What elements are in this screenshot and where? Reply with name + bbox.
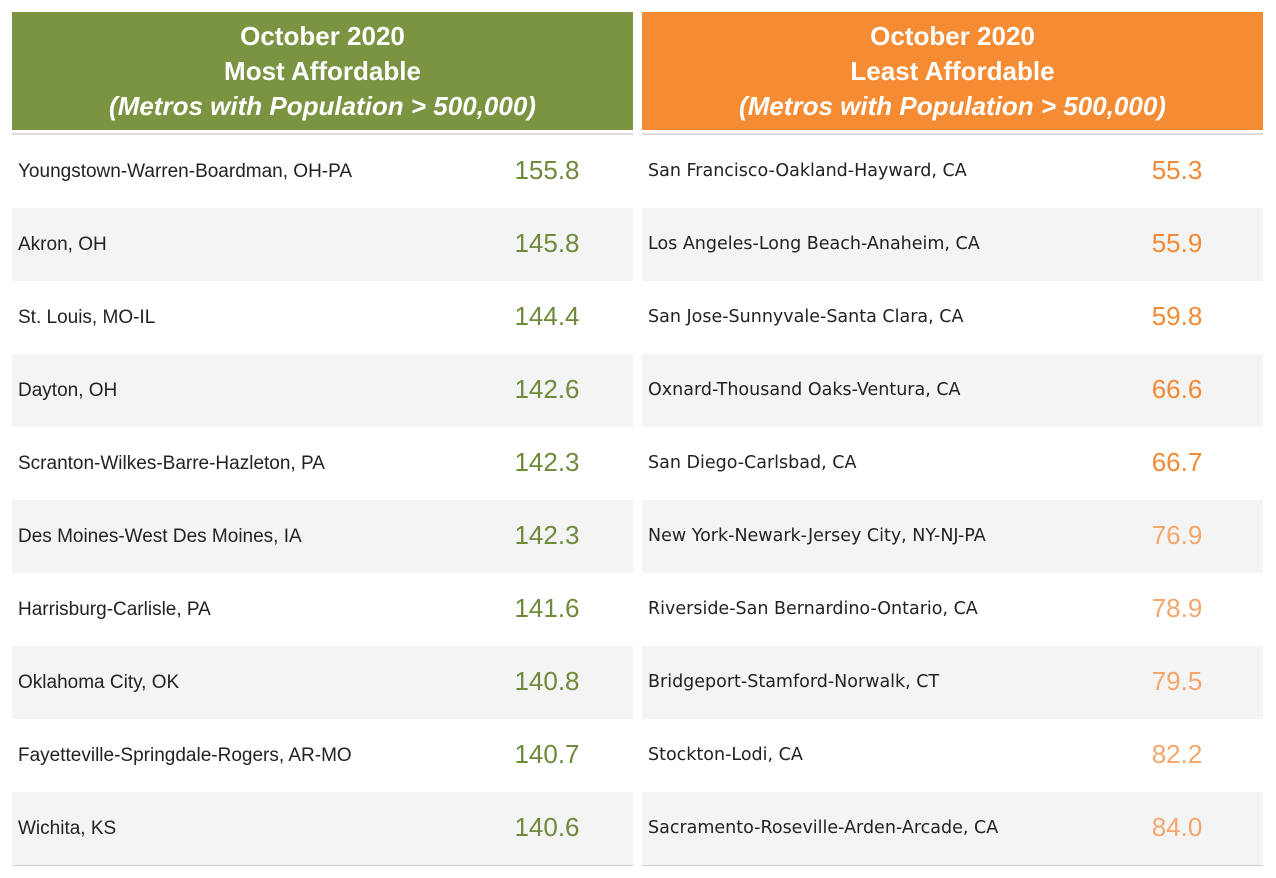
affordability-index: 79.5 — [1151, 666, 1203, 696]
table-row: Akron, OH 145.8 — [12, 208, 633, 281]
affordability-index: 55.9 — [1151, 228, 1203, 258]
metro-name: Stockton-Lodi, CA — [648, 745, 803, 765]
table-row: Wichita, KS 140.6 — [12, 792, 633, 865]
affordability-index: 142.3 — [514, 520, 580, 550]
table-body: Youngstown-Warren-Boardman, OH-PA 155.8 Ak… — [12, 135, 633, 866]
metro-name: Dayton, OH — [18, 380, 118, 401]
metro-name: Wichita, KS — [18, 818, 117, 839]
header-line: Most Affordable — [224, 55, 421, 86]
table-header: October 2020 Most Affordable (Metros wit… — [12, 12, 633, 133]
table-row: San Jose-Sunnyvale-Santa Clara, CA 59.8 — [642, 281, 1263, 354]
affordability-index: 145.8 — [514, 228, 580, 258]
metro-name: New York-Newark-Jersey City, NY-NJ-PA — [648, 526, 986, 546]
table-header: October 2020 Least Affordable (Metros wi… — [642, 12, 1263, 133]
metro-name: Scranton-Wilkes-Barre-Hazleton, PA — [18, 453, 325, 474]
table-row: St. Louis, MO-IL 144.4 — [12, 281, 633, 354]
metro-name: Harrisburg-Carlisle, PA — [18, 599, 211, 620]
table-row: Youngstown-Warren-Boardman, OH-PA 155.8 — [12, 135, 633, 208]
affordability-index: 155.8 — [514, 155, 580, 185]
affordability-index: 59.8 — [1151, 301, 1203, 331]
affordability-index: 82.2 — [1151, 739, 1203, 769]
table-row: Fayetteville-Springdale-Rogers, AR-MO 140… — [12, 719, 633, 792]
least-affordable-table: October 2020 Least Affordable (Metros wi… — [642, 12, 1263, 866]
table-row: Des Moines-West Des Moines, IA 142.3 — [12, 500, 633, 573]
table-row: Scranton-Wilkes-Barre-Hazleton, PA 142.3 — [12, 427, 633, 500]
affordability-index: 144.4 — [514, 301, 580, 331]
metro-name: Youngstown-Warren-Boardman, OH-PA — [18, 161, 353, 182]
table-row: New York-Newark-Jersey City, NY-NJ-PA 76.… — [642, 500, 1263, 573]
metro-name: Akron, OH — [18, 234, 107, 255]
metro-name: San Francisco-Oakland-Hayward, CA — [648, 161, 967, 181]
metro-name: Los Angeles-Long Beach-Anaheim, CA — [648, 234, 980, 254]
table-row: Los Angeles-Long Beach-Anaheim, CA 55.9 — [642, 208, 1263, 281]
affordability-index: 78.9 — [1151, 593, 1203, 623]
table-row: San Francisco-Oakland-Hayward, CA 55.3 — [642, 135, 1263, 208]
metro-name: Bridgeport-Stamford-Norwalk, CT — [648, 672, 940, 692]
metro-name: Des Moines-West Des Moines, IA — [18, 526, 302, 547]
table-row: Oxnard-Thousand Oaks-Ventura, CA 66.6 — [642, 354, 1263, 427]
metro-name: Oklahoma City, OK — [18, 672, 180, 693]
table-row: Oklahoma City, OK 140.8 — [12, 646, 633, 719]
most-affordable-table: October 2020 Most Affordable (Metros wit… — [12, 12, 633, 866]
metro-name: Oxnard-Thousand Oaks-Ventura, CA — [648, 380, 961, 400]
table-row: Riverside-San Bernardino-Ontario, CA 78.9 — [642, 573, 1263, 646]
metro-name: St. Louis, MO-IL — [18, 307, 156, 328]
header-line: October 2020 — [240, 20, 405, 51]
table-row: Dayton, OH 142.6 — [12, 354, 633, 427]
header-line: (Metros with Population > 500,000) — [109, 90, 536, 121]
affordability-index: 66.7 — [1151, 447, 1203, 477]
table-row: San Diego-Carlsbad, CA 66.7 — [642, 427, 1263, 500]
table-row: Harrisburg-Carlisle, PA 141.6 — [12, 573, 633, 646]
affordability-index: 140.8 — [514, 666, 580, 696]
metro-name: San Diego-Carlsbad, CA — [648, 453, 857, 473]
header-line: October 2020 — [870, 20, 1035, 51]
header-line: (Metros with Population > 500,000) — [739, 90, 1166, 121]
table-row: Stockton-Lodi, CA 82.2 — [642, 719, 1263, 792]
metro-name: Fayetteville-Springdale-Rogers, AR-MO — [18, 745, 352, 766]
metro-name: Riverside-San Bernardino-Ontario, CA — [648, 599, 978, 619]
header-line: Least Affordable — [850, 55, 1055, 86]
table-row: Bridgeport-Stamford-Norwalk, CT 79.5 — [642, 646, 1263, 719]
affordability-index: 140.6 — [514, 812, 580, 842]
table-row: Sacramento-Roseville-Arden-Arcade, CA 84.… — [642, 792, 1263, 865]
metro-name: San Jose-Sunnyvale-Santa Clara, CA — [648, 307, 964, 327]
affordability-index: 141.6 — [514, 593, 580, 623]
affordability-index: 66.6 — [1151, 374, 1203, 404]
affordability-index: 55.3 — [1151, 155, 1203, 185]
affordability-index: 84.0 — [1151, 812, 1203, 842]
affordability-index: 142.3 — [514, 447, 580, 477]
table-body: San Francisco-Oakland-Hayward, CA 55.3 Los… — [642, 135, 1263, 866]
affordability-index: 140.7 — [514, 739, 580, 769]
metro-name: Sacramento-Roseville-Arden-Arcade, CA — [648, 818, 999, 838]
affordability-index: 76.9 — [1151, 520, 1203, 550]
affordability-index: 142.6 — [514, 374, 580, 404]
